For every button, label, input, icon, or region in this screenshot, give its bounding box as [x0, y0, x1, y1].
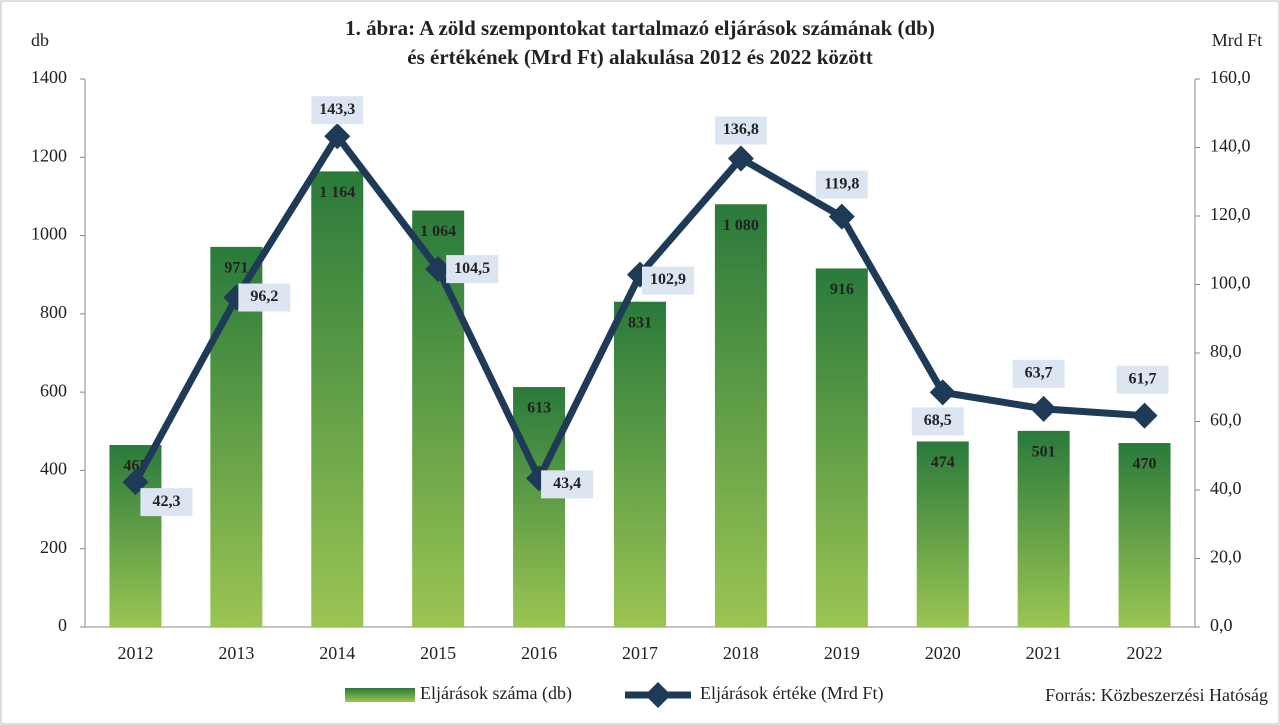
value-label-box: [446, 255, 499, 284]
line-value-label: 119,8: [824, 175, 859, 192]
y2-tick-label: 60,0: [1210, 410, 1242, 430]
bar-value-label: 474: [931, 454, 955, 471]
line-value-label: 96,2: [250, 288, 278, 305]
value-label-box: [1116, 365, 1169, 394]
bar-value-label: 916: [830, 281, 854, 298]
y-tick-label: 1000: [31, 224, 67, 244]
line-marker: [425, 256, 452, 283]
y2-tick-label: 100,0: [1210, 273, 1251, 293]
value-label-box: [1012, 359, 1065, 388]
bar: [1017, 430, 1070, 627]
bar: [714, 204, 767, 627]
y-tick-label: 600: [40, 380, 67, 400]
y2-axis-label: Mrd Ft: [1212, 30, 1263, 50]
y2-tick-label: 20,0: [1210, 547, 1242, 567]
bar-value-label: 1 064: [420, 223, 456, 240]
line-value-label: 63,7: [1025, 364, 1053, 381]
bar-value-label: 470: [1133, 456, 1157, 473]
line-value-label: 68,5: [924, 412, 952, 429]
value-label-box: [815, 170, 868, 199]
bar: [815, 268, 868, 627]
y-tick-label: 200: [40, 537, 67, 557]
x-tick-label: 2018: [723, 643, 759, 663]
value-label-box: [642, 266, 694, 295]
value-label-box: [140, 488, 193, 517]
legend-label: Eljárások száma (db): [420, 683, 572, 704]
y-tick-label: 800: [40, 302, 67, 322]
bar: [311, 171, 364, 627]
chart-title: 1. ábra: A zöld szempontokat tartalmazó …: [345, 16, 935, 40]
line-marker: [1131, 402, 1158, 429]
x-tick-label: 2012: [117, 643, 153, 663]
bar-value-label: 1 080: [723, 217, 759, 234]
value-label-box: [238, 283, 291, 312]
y-tick-label: 0: [58, 615, 67, 635]
line-marker: [929, 379, 956, 406]
line-marker: [1030, 395, 1057, 422]
bar: [513, 387, 566, 627]
x-tick-label: 2015: [420, 643, 456, 663]
bar-value-label: 613: [527, 400, 551, 417]
x-tick-label: 2017: [622, 643, 658, 663]
y-tick-label: 400: [40, 459, 67, 479]
x-tick-label: 2020: [925, 643, 961, 663]
y2-tick-label: 120,0: [1210, 204, 1251, 224]
line-value-label: 143,3: [319, 101, 355, 118]
line-marker: [324, 123, 351, 150]
x-tick-label: 2013: [218, 643, 254, 663]
source: Forrás: Közbeszerzési Hatóság: [1045, 685, 1268, 705]
value-label-box: [311, 96, 364, 125]
y2-tick-label: 0,0: [1210, 615, 1233, 635]
bar: [614, 301, 666, 627]
y2-tick-label: 40,0: [1210, 478, 1242, 498]
y-tick-label: 1200: [31, 145, 67, 165]
y2-tick-label: 160,0: [1210, 67, 1251, 87]
bar-value-label: 501: [1032, 444, 1056, 461]
x-tick-label: 2019: [824, 643, 860, 663]
line-marker: [828, 203, 855, 230]
y2-tick-label: 140,0: [1210, 136, 1251, 156]
bar: [916, 441, 969, 627]
legend-swatch: [345, 688, 415, 702]
chart-title: és értékének (Mrd Ft) alakulása 2012 és …: [407, 45, 872, 69]
line-value-label: 136,8: [723, 121, 759, 138]
line-value-label: 61,7: [1129, 370, 1157, 387]
bar: [1118, 443, 1171, 627]
line-value-label: 104,5: [454, 260, 490, 277]
legend-marker: [645, 682, 671, 708]
x-tick-label: 2016: [521, 643, 557, 663]
line-value-label: 42,3: [152, 493, 180, 510]
bar-value-label: 1 164: [319, 184, 355, 201]
line-value-label: 102,9: [650, 271, 686, 288]
y-tick-label: 1400: [31, 67, 67, 87]
y-axis-label: db: [31, 30, 49, 50]
bar-value-label: 971: [224, 260, 248, 277]
x-tick-label: 2021: [1026, 643, 1062, 663]
value-label-box: [911, 407, 964, 436]
x-tick-label: 2022: [1127, 643, 1163, 663]
value-label-box: [541, 470, 594, 499]
x-tick-label: 2014: [319, 643, 355, 663]
bar-value-label: 831: [628, 314, 652, 331]
value-label-box: [714, 116, 767, 145]
line-marker: [727, 145, 754, 172]
line-value-label: 43,4: [553, 475, 581, 492]
y2-tick-label: 80,0: [1210, 341, 1242, 361]
legend-label: Eljárások értéke (Mrd Ft): [700, 683, 883, 704]
